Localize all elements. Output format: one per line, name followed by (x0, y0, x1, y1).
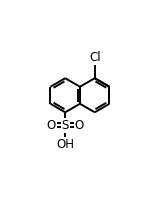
Text: O: O (47, 119, 56, 132)
Text: S: S (61, 119, 69, 132)
Text: Cl: Cl (89, 51, 100, 64)
Text: O: O (75, 119, 84, 132)
Text: OH: OH (56, 138, 74, 151)
